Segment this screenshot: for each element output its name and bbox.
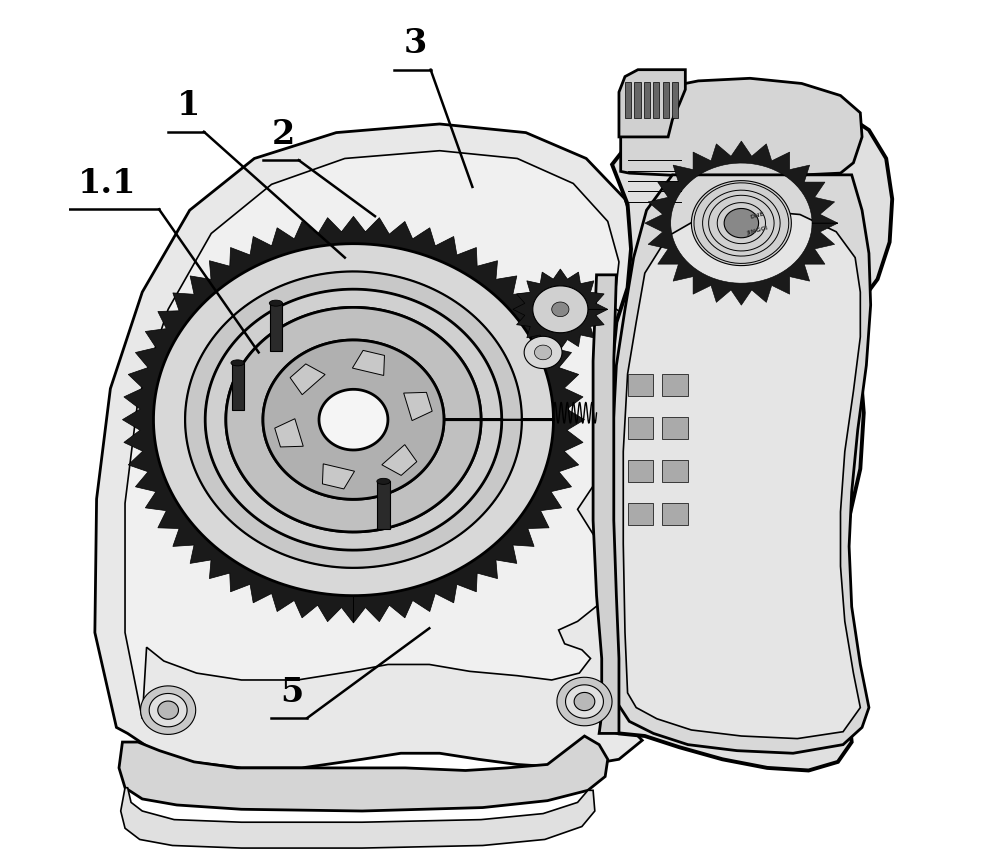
Polygon shape bbox=[382, 445, 417, 476]
Polygon shape bbox=[121, 788, 595, 848]
Polygon shape bbox=[352, 351, 384, 376]
Polygon shape bbox=[612, 176, 871, 753]
Bar bbox=[377, 482, 390, 530]
Polygon shape bbox=[141, 686, 196, 734]
Polygon shape bbox=[691, 182, 791, 266]
Polygon shape bbox=[623, 211, 860, 739]
Text: DNE: DNE bbox=[749, 211, 765, 220]
Polygon shape bbox=[122, 217, 584, 623]
Text: 5: 5 bbox=[280, 675, 303, 708]
Polygon shape bbox=[263, 341, 444, 499]
Polygon shape bbox=[319, 390, 388, 450]
Bar bbox=[634, 83, 641, 119]
Bar bbox=[628, 461, 653, 482]
Bar bbox=[628, 375, 653, 396]
Bar bbox=[662, 375, 688, 396]
Polygon shape bbox=[226, 308, 481, 532]
Text: JINGCI: JINGCI bbox=[746, 226, 768, 236]
Ellipse shape bbox=[377, 479, 390, 485]
Polygon shape bbox=[205, 290, 502, 550]
Bar bbox=[270, 304, 282, 351]
Polygon shape bbox=[557, 678, 612, 726]
Polygon shape bbox=[404, 393, 432, 421]
Polygon shape bbox=[599, 102, 892, 771]
Polygon shape bbox=[154, 245, 553, 596]
Bar bbox=[644, 83, 650, 119]
Polygon shape bbox=[645, 142, 838, 306]
Bar bbox=[625, 83, 631, 119]
Polygon shape bbox=[158, 701, 178, 720]
Text: 1: 1 bbox=[177, 90, 200, 122]
Polygon shape bbox=[552, 303, 569, 317]
Polygon shape bbox=[322, 464, 355, 489]
Polygon shape bbox=[524, 337, 562, 369]
Polygon shape bbox=[125, 152, 638, 719]
Bar bbox=[628, 418, 653, 439]
Bar bbox=[653, 83, 659, 119]
Bar bbox=[662, 418, 688, 439]
Polygon shape bbox=[290, 364, 325, 395]
Bar bbox=[662, 461, 688, 482]
Bar bbox=[662, 504, 688, 525]
Polygon shape bbox=[533, 287, 588, 333]
Bar bbox=[232, 363, 244, 411]
Polygon shape bbox=[535, 346, 552, 360]
Polygon shape bbox=[566, 685, 603, 718]
Bar bbox=[672, 83, 678, 119]
Text: 3: 3 bbox=[403, 28, 427, 60]
Polygon shape bbox=[574, 692, 595, 711]
Polygon shape bbox=[95, 125, 694, 768]
Polygon shape bbox=[275, 419, 303, 448]
Bar bbox=[663, 83, 669, 119]
Polygon shape bbox=[724, 209, 759, 238]
Polygon shape bbox=[593, 276, 619, 734]
Ellipse shape bbox=[231, 361, 244, 367]
Polygon shape bbox=[619, 71, 685, 138]
Polygon shape bbox=[149, 694, 187, 727]
Polygon shape bbox=[185, 272, 522, 568]
Polygon shape bbox=[621, 79, 862, 179]
Bar bbox=[628, 504, 653, 525]
Ellipse shape bbox=[269, 300, 283, 307]
Text: 1.1: 1.1 bbox=[78, 167, 136, 200]
Text: 2: 2 bbox=[272, 118, 295, 151]
Polygon shape bbox=[513, 269, 608, 350]
Polygon shape bbox=[119, 736, 608, 811]
